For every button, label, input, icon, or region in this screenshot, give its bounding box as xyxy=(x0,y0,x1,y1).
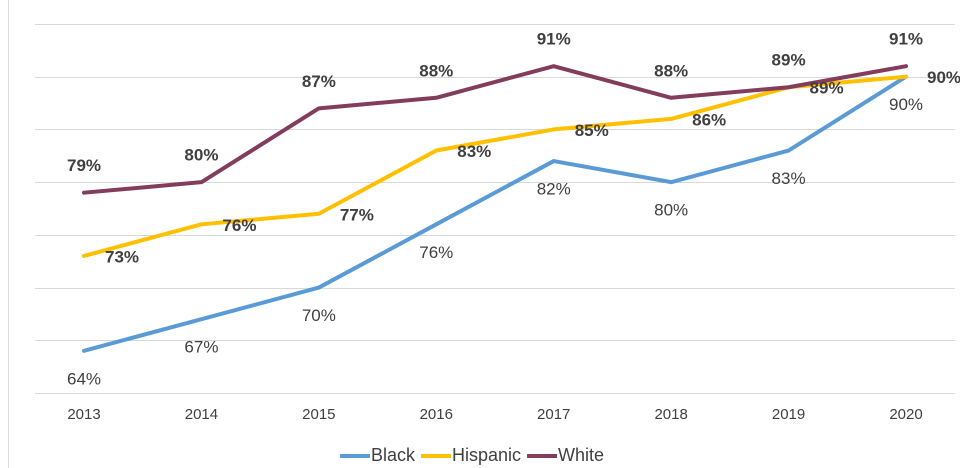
series-line xyxy=(82,74,908,353)
data-label: 89% xyxy=(772,51,806,70)
data-label: 88% xyxy=(654,61,688,80)
data-label: 87% xyxy=(302,72,336,91)
data-label: 79% xyxy=(67,156,101,175)
data-label: 91% xyxy=(537,30,571,49)
data-label: 80% xyxy=(184,146,218,165)
data-label: 82% xyxy=(537,180,571,199)
legend-label: White xyxy=(558,445,604,465)
data-label: 89% xyxy=(810,79,844,98)
legend-label: Black xyxy=(371,445,416,465)
series-line xyxy=(82,74,908,258)
x-tick-label: 2020 xyxy=(889,406,922,423)
data-label: 83% xyxy=(772,169,806,188)
x-tick-label: 2017 xyxy=(537,406,570,423)
x-tick-label: 2019 xyxy=(772,406,805,423)
data-label: 86% xyxy=(692,110,726,129)
data-label: 91% xyxy=(889,30,923,49)
data-label: 90% xyxy=(889,95,923,114)
x-tick-label: 2014 xyxy=(185,406,218,423)
legend-label: Hispanic xyxy=(452,445,521,465)
data-label: 70% xyxy=(302,306,336,325)
x-tick-label: 2015 xyxy=(302,406,335,423)
data-label: 88% xyxy=(419,61,453,80)
series-line xyxy=(82,64,908,195)
data-label: 85% xyxy=(575,121,609,140)
data-label: 90% xyxy=(927,68,960,87)
x-tick-label: 2018 xyxy=(654,406,687,423)
data-label: 76% xyxy=(222,216,256,235)
x-tick-label: 2013 xyxy=(67,406,100,423)
data-label: 83% xyxy=(457,142,491,161)
legend: Black Hispanic White xyxy=(340,445,604,465)
data-label: 64% xyxy=(67,369,101,388)
data-label: 67% xyxy=(184,338,218,357)
data-label: 77% xyxy=(340,205,374,224)
data-label: 80% xyxy=(654,201,688,220)
x-tick-label: 2016 xyxy=(420,406,453,423)
data-label: 73% xyxy=(105,247,139,266)
data-label: 76% xyxy=(419,243,453,262)
